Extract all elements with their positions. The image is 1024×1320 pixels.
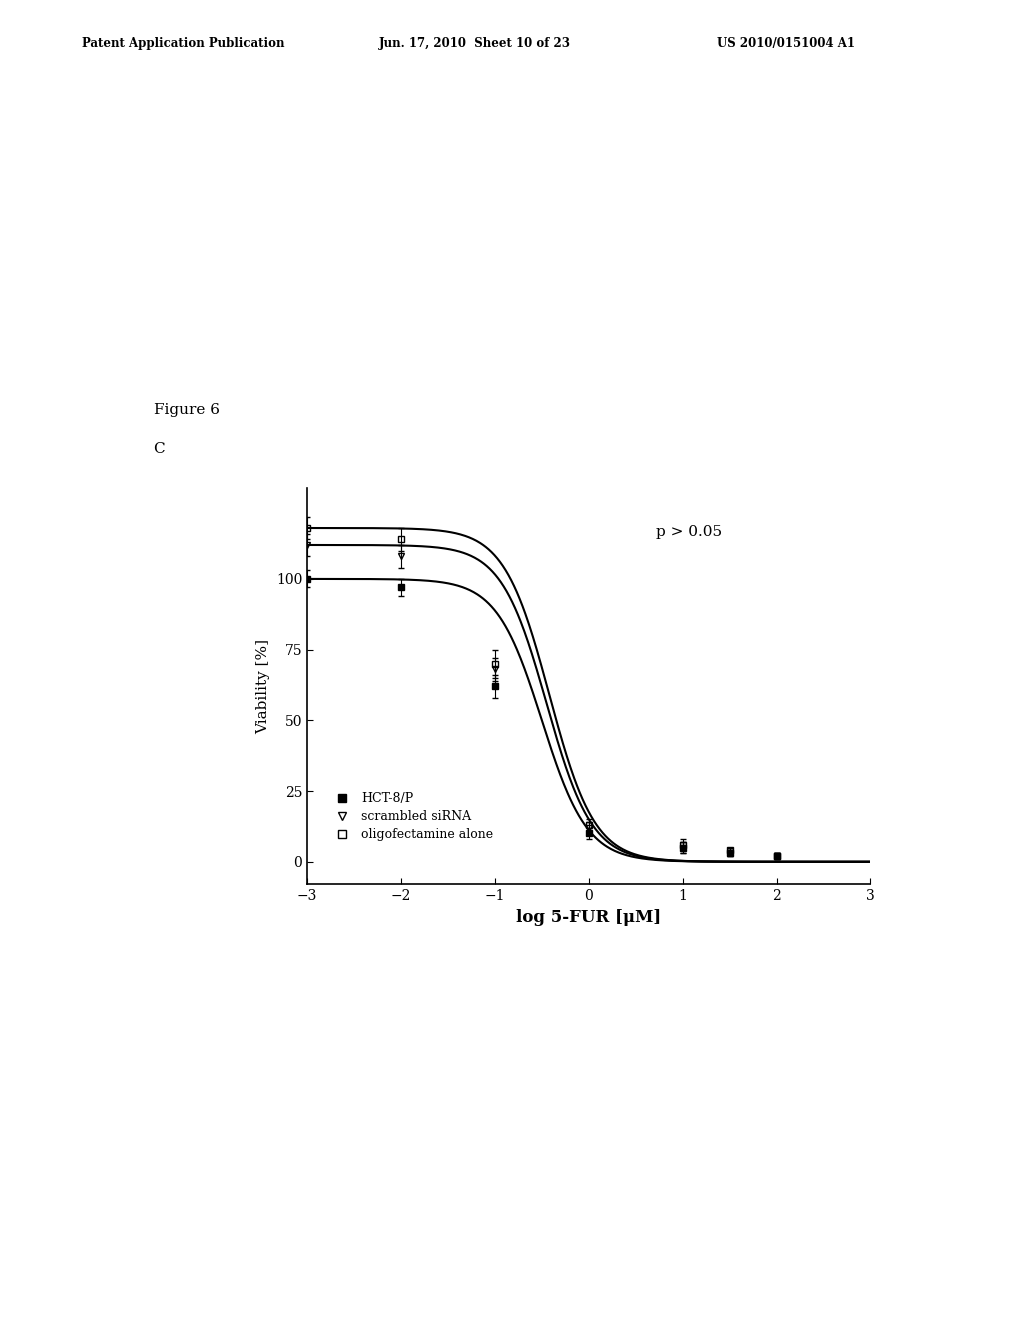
Text: Figure 6: Figure 6 [154, 403, 219, 417]
Legend: HCT-8/P, scrambled siRNA, oligofectamine alone: HCT-8/P, scrambled siRNA, oligofectamine… [325, 788, 498, 846]
Text: Patent Application Publication: Patent Application Publication [82, 37, 285, 50]
Text: C: C [154, 442, 165, 457]
Y-axis label: Viability [%]: Viability [%] [256, 639, 270, 734]
Text: Jun. 17, 2010  Sheet 10 of 23: Jun. 17, 2010 Sheet 10 of 23 [379, 37, 571, 50]
Text: US 2010/0151004 A1: US 2010/0151004 A1 [717, 37, 855, 50]
Text: p > 0.05: p > 0.05 [656, 525, 723, 539]
X-axis label: log 5-FUR [μM]: log 5-FUR [μM] [516, 908, 662, 925]
